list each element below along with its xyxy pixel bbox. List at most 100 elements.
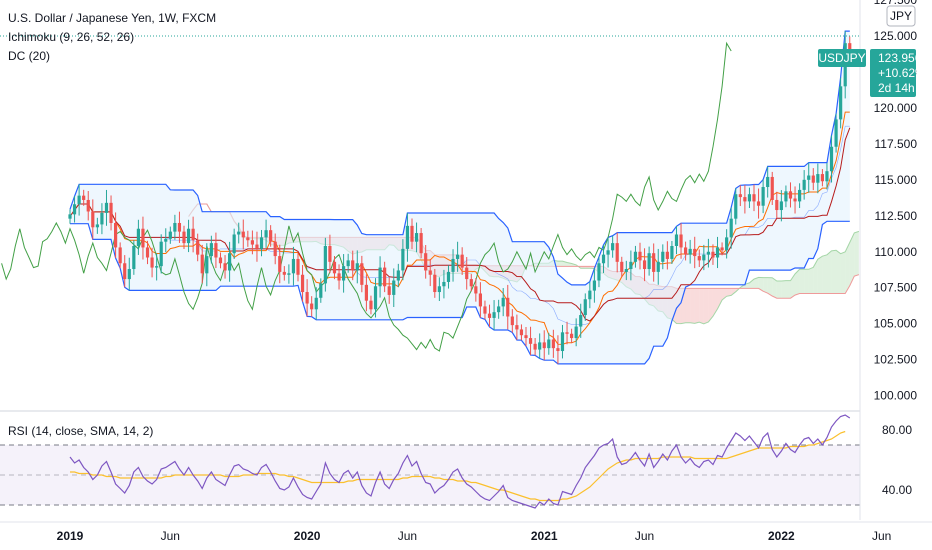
candle-body [711,251,715,258]
candle-body [132,246,136,270]
candle-body [68,214,72,219]
candle-body [524,335,528,339]
candle-body [515,325,519,330]
candle-body [597,263,601,281]
candle-body [351,260,355,271]
candle-body [670,246,674,259]
candle-body [816,174,820,183]
price-tick-label: 117.500 [875,137,918,151]
time-tick-label: Jun [872,529,891,543]
time-tick-label: 2022 [768,529,795,543]
donchian-upper [69,30,850,286]
candle-body [342,266,346,281]
candle-body [287,273,291,275]
candle-body [186,228,191,244]
candle-body [86,199,90,212]
candle-body [428,270,432,275]
candle-body [761,187,765,206]
candle-body [793,198,797,202]
candle-body [629,261,633,270]
rsi-tick-label: 40.00 [882,483,912,497]
candle-body [383,267,387,287]
candle-body [255,244,259,249]
candle-body [807,175,811,180]
candle-body [387,286,391,295]
rsi-legend[interactable]: RSI (14, close, SMA, 14, 2) [8,424,153,438]
candle-body [474,286,478,294]
candle-body [460,254,464,268]
donchian-legend[interactable]: DC (20) [8,49,50,63]
cloud-segment [767,277,773,296]
cloud-segment [804,269,809,294]
candle-body [601,254,606,264]
candle-body [328,246,332,262]
candle-body [205,256,209,274]
candle-body [396,270,400,281]
cloud-segment [758,277,764,292]
candle-body [218,257,223,264]
cloud-segment [749,279,754,289]
rsi-line [69,414,851,509]
candle-body [624,269,628,272]
rsi-pane [0,414,860,509]
ichimoku-legend[interactable]: Ichimoku (9, 26, 52, 26) [8,30,134,44]
candle-body [155,266,159,268]
candle-body [588,290,592,300]
candle-body [250,240,254,245]
cloud-segment [763,277,768,294]
tenkan-sen [69,111,850,345]
candle-body [615,243,619,262]
candle-body [551,339,555,349]
time-tick-label: Jun [161,529,180,543]
candle-body [652,253,656,272]
cloud-segment [754,277,759,289]
candle-body [469,279,473,287]
cloud-segment [817,256,823,294]
candle-body [259,237,264,249]
candle-body [528,338,533,344]
candle-body [237,231,241,235]
candle-body [164,238,168,242]
candle-body [606,250,610,255]
candle-body [310,303,314,310]
candle-body [770,176,774,200]
candle-body [487,313,492,318]
candle-body [241,231,245,238]
candle-body [433,274,437,293]
candle-body [697,256,701,261]
cloud-segment [831,250,837,294]
candle-body [114,222,118,248]
price-tick-label: 125.000 [874,29,918,43]
cloud-segment [731,288,736,296]
currency-button[interactable]: JPY [886,5,916,27]
cloud-segment [795,269,800,296]
candle-body [191,228,195,241]
cloud-segment [690,288,695,324]
candle-body [72,204,77,215]
candle-body [456,254,460,259]
candle-body [766,176,770,188]
last-price: 123.956 [878,51,922,65]
rsi-tick-label: 80.00 [882,423,912,437]
candle-body [825,171,829,182]
candle-body [510,316,514,326]
cloud-segment [712,288,718,317]
candle-body [725,237,729,251]
kijun-sen [69,127,851,322]
candle-body [150,257,154,268]
candle-body [214,243,218,258]
candle-body [437,286,441,293]
candle-body [337,273,341,281]
candle-body [182,231,186,244]
candle-body [323,246,327,284]
candle-body [360,263,364,285]
price-tick-label: 112.500 [875,209,918,223]
price-tick-label: 127.500 [874,0,918,7]
cloud-segment [799,269,805,294]
candle-body [684,247,688,255]
candle-body [734,194,738,219]
candle-body [674,234,679,246]
ichimoku-lines [1,41,851,352]
candle-body [95,224,99,228]
